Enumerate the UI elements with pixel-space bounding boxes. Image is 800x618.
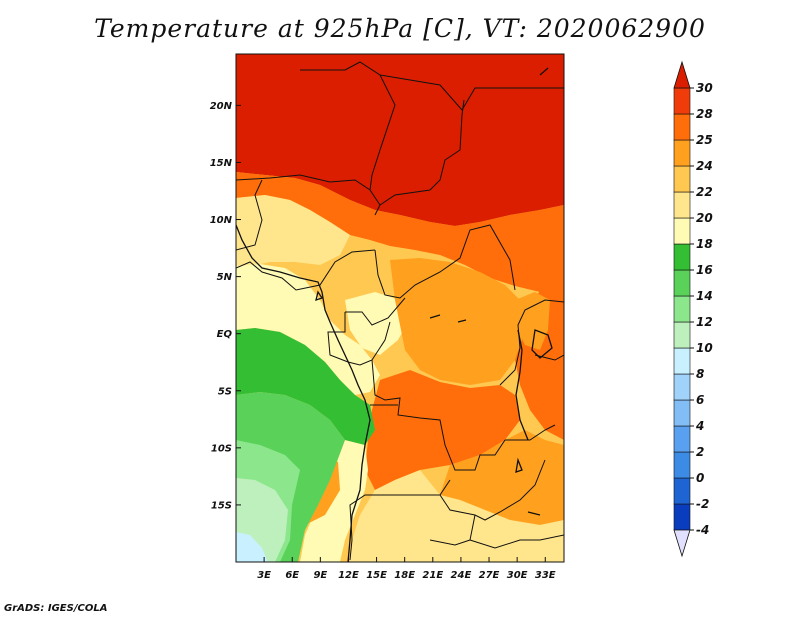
field-band-22-24-south — [350, 470, 564, 562]
lon-tick-label: 30E — [507, 570, 528, 581]
colorbar-box — [673, 191, 691, 219]
colorbar-label: 22 — [696, 185, 713, 199]
colorbar-label: 16 — [696, 263, 713, 277]
colorbar-label: 6 — [696, 393, 704, 407]
colorbar-label: 25 — [696, 133, 713, 147]
field-band-22-24-west — [236, 195, 350, 268]
colorbar-label: 12 — [696, 315, 713, 329]
colorbar-box — [673, 87, 691, 115]
colorbar-under-arrow — [673, 529, 691, 558]
colorbar-box — [673, 217, 691, 245]
field-patch-rift — [515, 292, 550, 350]
colorbar-box — [673, 477, 691, 505]
colorbar-box — [673, 139, 691, 167]
colorbar-box — [673, 399, 691, 427]
lat-tick-label: 5N — [217, 272, 233, 283]
field-band-28-30 — [236, 54, 564, 226]
lon-tick-label: 9E — [313, 570, 327, 581]
colorbar-label: 4 — [695, 419, 704, 433]
lon-tick-label: 15E — [366, 570, 387, 581]
colorbar-box — [673, 295, 691, 323]
colorbar-label: 2 — [696, 445, 704, 459]
field-band-24-25-southeast — [440, 430, 564, 525]
coastlines — [236, 67, 553, 562]
colorbar-label: 30 — [696, 81, 713, 95]
colorbar-label: 10 — [696, 341, 713, 355]
colorbar-label: -4 — [696, 523, 709, 537]
colorbar-box — [673, 503, 691, 531]
temperature-field — [236, 54, 564, 562]
lon-tick-label: 12E — [338, 570, 359, 581]
field-band-20-22-coastal — [300, 440, 368, 562]
lat-tick-label: 5S — [218, 386, 232, 397]
colorbar-box — [673, 451, 691, 479]
lon-tick-label: 21E — [422, 570, 443, 581]
colorbar-label: 24 — [696, 159, 713, 173]
lat-tick-label: 10S — [211, 443, 232, 454]
lon-tick-label: 18E — [394, 570, 415, 581]
colorbar-label: 28 — [696, 107, 713, 121]
colorbar-box — [673, 425, 691, 453]
latitude-axis: 20N 15N 10N 5N EQ 5S 10S 15S — [210, 101, 241, 511]
colorbar-box — [673, 321, 691, 349]
field-band-24-25-basin — [390, 258, 525, 385]
colorbar-label: 20 — [696, 211, 713, 225]
field-band-8-10 — [236, 532, 268, 562]
colorbar-label: 8 — [696, 367, 704, 381]
colorbar-label: 0 — [696, 471, 704, 485]
country-borders — [236, 61, 564, 561]
field-band-20-22-gulf — [236, 264, 380, 395]
colorbar-over-arrow — [673, 60, 691, 89]
lat-tick-label: 15N — [210, 158, 233, 169]
lon-tick-label: 6E — [285, 570, 299, 581]
field-band-20-22-central — [345, 292, 410, 355]
colorbar-label: 18 — [696, 237, 713, 251]
lat-tick-label: 15S — [211, 500, 232, 511]
lon-tick-label: 33E — [535, 570, 556, 581]
colorbar-box — [673, 347, 691, 375]
colorbar-box — [673, 243, 691, 271]
colorbar-label: 14 — [696, 289, 713, 303]
lat-tick-label: 20N — [210, 101, 233, 112]
field-band-25-28-north — [236, 172, 564, 292]
colorbar-box — [673, 165, 691, 193]
field-band-16-18 — [236, 328, 375, 445]
grads-credit: GrADS: IGES/COLA — [4, 603, 108, 614]
colorbar-box — [673, 269, 691, 297]
lat-tick-label: EQ — [217, 329, 233, 340]
map-frame — [235, 53, 565, 563]
longitude-axis: 3E 6E 9E 12E 15E 18E 21E 24E 27E 30E 33E — [257, 557, 556, 581]
lon-tick-label: 24E — [451, 570, 472, 581]
lon-tick-label: 3E — [257, 570, 271, 581]
colorbar-box — [673, 373, 691, 401]
map-title: Temperature at 925hPa [C], VT: 202006290… — [94, 14, 706, 43]
lon-tick-label: 27E — [479, 570, 500, 581]
colorbar-box — [673, 113, 691, 141]
colorbar-label: -2 — [696, 497, 709, 511]
lat-tick-label: 10N — [210, 215, 233, 226]
